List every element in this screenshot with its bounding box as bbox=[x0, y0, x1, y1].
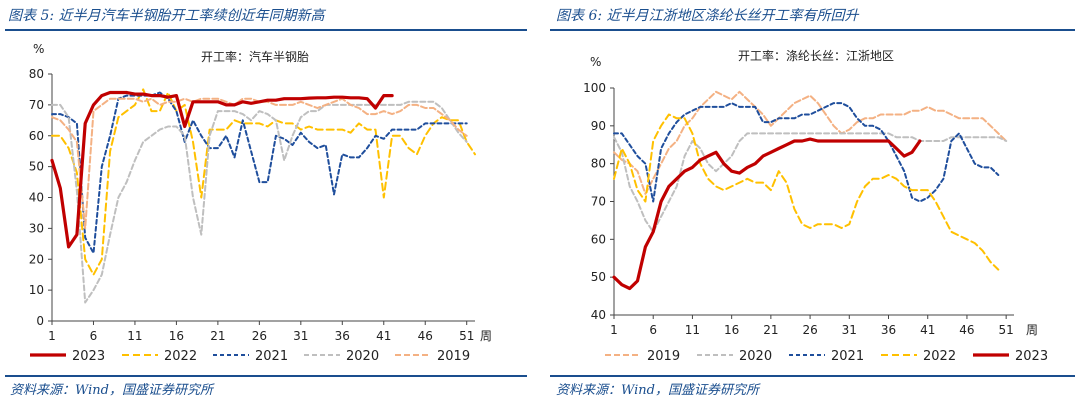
left-x-tick-label: 46 bbox=[418, 329, 433, 343]
left-x-tick-label: 41 bbox=[376, 329, 391, 343]
right-figure-heading: 图表 6: 近半月江浙地区涤纶长丝开工率有所回升 bbox=[556, 8, 859, 24]
right-legend-label-2020: 2020 bbox=[739, 349, 772, 364]
right-y-tick-label: 100 bbox=[583, 81, 606, 95]
left-legend-label-2020: 2020 bbox=[346, 349, 379, 364]
left-x-tick-label: 31 bbox=[293, 329, 308, 343]
left-y-tick-label: 60 bbox=[29, 129, 44, 143]
left-source-rule bbox=[5, 375, 527, 377]
right-x-tick-label: 26 bbox=[802, 323, 817, 337]
right-x-tick-label: 51 bbox=[999, 323, 1014, 337]
right-y-tick-label: 70 bbox=[591, 195, 606, 209]
right-x-axis-label: 周 bbox=[1026, 323, 1038, 337]
right-x-tick-label: 1 bbox=[610, 323, 618, 337]
right-y-tick-label: 50 bbox=[591, 270, 606, 284]
right-y-tick-label: 90 bbox=[591, 119, 606, 133]
right-legend-label-2023: 2023 bbox=[1015, 349, 1048, 364]
left-x-tick-label: 21 bbox=[210, 329, 225, 343]
left-x-tick-label: 16 bbox=[169, 329, 184, 343]
left-y-tick-label: 50 bbox=[29, 160, 44, 174]
left-source-note: 资料来源：Wind，国盛证券研究所 bbox=[10, 383, 213, 398]
left-y-unit: % bbox=[33, 42, 44, 56]
left-x-tick-label: 26 bbox=[252, 329, 267, 343]
left-x-axis-label: 周 bbox=[480, 329, 492, 343]
right-x-tick-label: 21 bbox=[763, 323, 778, 337]
right-y-tick-label: 40 bbox=[591, 308, 606, 322]
right-series-2023 bbox=[612, 137, 922, 291]
right-x-tick-label: 46 bbox=[959, 323, 974, 337]
left-series-2023 bbox=[50, 90, 394, 249]
left-legend-label-2022: 2022 bbox=[164, 349, 197, 364]
left-series-2022 bbox=[51, 88, 476, 276]
right-series-2019 bbox=[613, 90, 1008, 195]
right-source-rule bbox=[550, 375, 1075, 377]
right-series-2022 bbox=[613, 113, 1000, 271]
right-x-tick-label: 11 bbox=[685, 323, 700, 337]
right-legend-label-2019: 2019 bbox=[647, 349, 680, 364]
left-x-tick-label: 36 bbox=[335, 329, 350, 343]
left-y-tick-label: 20 bbox=[29, 252, 44, 266]
left-x-tick-label: 1 bbox=[48, 329, 56, 343]
left-figure-heading: 图表 5: 近半月汽车半钢胎开工率续创近年同期新高 bbox=[8, 8, 325, 24]
left-x-tick-label: 11 bbox=[127, 329, 142, 343]
left-y-tick-label: 40 bbox=[29, 191, 44, 205]
right-x-tick-label: 41 bbox=[920, 323, 935, 337]
left-legend-label-2019: 2019 bbox=[437, 349, 470, 364]
right-chart-title: 开工率：涤纶长丝：江浙地区 bbox=[738, 48, 894, 63]
left-legend-label-2021: 2021 bbox=[255, 349, 288, 364]
left-y-tick-label: 30 bbox=[29, 221, 44, 235]
left-y-tick-label: 80 bbox=[29, 67, 44, 81]
left-y-tick-label: 0 bbox=[36, 314, 44, 328]
right-heading-rule bbox=[550, 29, 1075, 31]
right-x-tick-label: 31 bbox=[842, 323, 857, 337]
right-y-tick-label: 60 bbox=[591, 232, 606, 246]
right-series-2021 bbox=[613, 102, 1000, 203]
right-legend-label-2021: 2021 bbox=[831, 349, 864, 364]
left-series-2020 bbox=[51, 100, 468, 304]
right-x-tick-label: 36 bbox=[881, 323, 896, 337]
right-legend-label-2022: 2022 bbox=[923, 349, 956, 364]
right-y-unit: % bbox=[590, 55, 601, 69]
right-y-tick-label: 80 bbox=[591, 157, 606, 171]
left-x-tick-label: 51 bbox=[459, 329, 474, 343]
left-y-tick-label: 10 bbox=[29, 283, 44, 297]
left-heading-rule bbox=[5, 29, 527, 31]
right-source-note: 资料来源：Wind，国盛证券研究所 bbox=[556, 383, 759, 398]
left-chart-title: 开工率：汽车半钢胎 bbox=[201, 49, 309, 64]
left-series-2021 bbox=[51, 91, 468, 255]
left-y-tick-label: 70 bbox=[29, 98, 44, 112]
left-x-tick-label: 6 bbox=[90, 329, 98, 343]
right-x-tick-label: 16 bbox=[724, 323, 739, 337]
right-x-tick-label: 6 bbox=[649, 323, 657, 337]
left-legend-label-2023: 2023 bbox=[72, 349, 105, 364]
